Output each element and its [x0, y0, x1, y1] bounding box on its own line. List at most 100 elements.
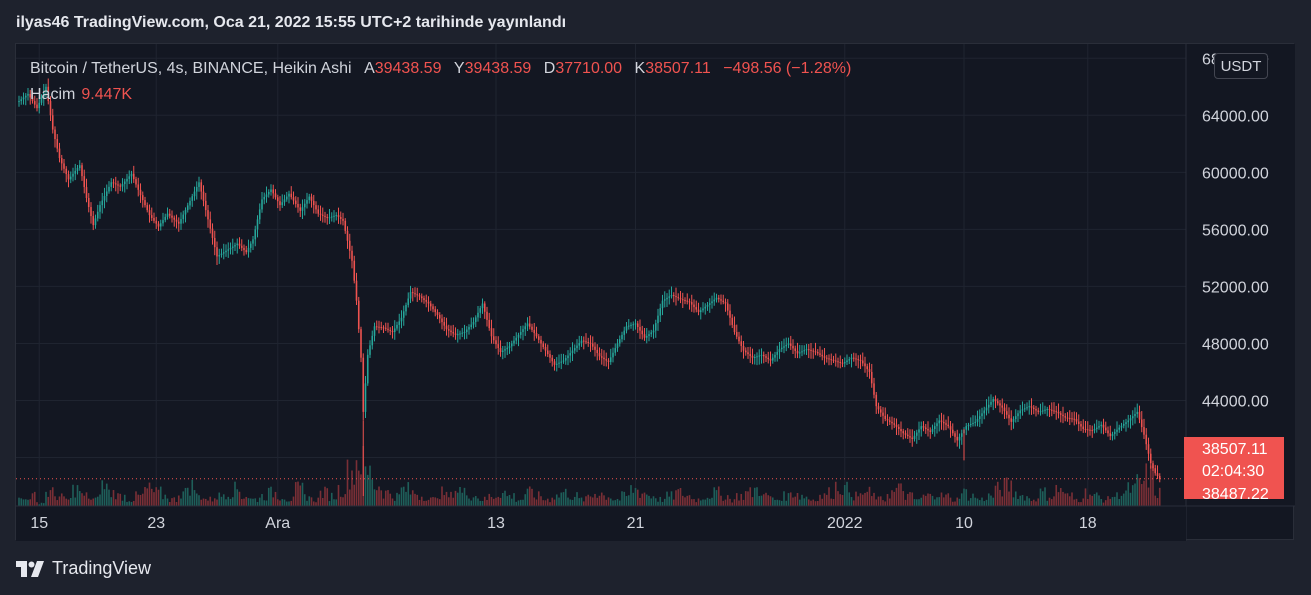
volume-value: 9.447K	[81, 86, 133, 103]
volume-bar	[789, 492, 792, 506]
candle-body	[141, 195, 144, 201]
candle-body	[36, 104, 38, 109]
volume-bar	[657, 501, 659, 506]
candle-body	[58, 148, 61, 159]
candle-body	[978, 416, 981, 420]
candle-body	[580, 340, 583, 344]
volume-bar	[173, 497, 176, 506]
candle-body	[436, 312, 439, 315]
candle-body	[873, 383, 875, 395]
candle-body	[938, 420, 941, 424]
candle-body	[726, 303, 729, 311]
candle-body	[598, 353, 601, 357]
volume-bar	[168, 501, 171, 506]
candle-body	[218, 255, 221, 257]
volume-bar	[452, 497, 455, 506]
volume-bar	[137, 494, 140, 506]
candle-body	[231, 246, 234, 248]
candle-body	[967, 425, 970, 427]
candle-body	[729, 310, 731, 318]
candle-body	[1107, 430, 1109, 434]
candle-body	[904, 433, 907, 435]
candle-body	[758, 355, 761, 357]
volume-bar	[731, 502, 734, 506]
candle-body	[945, 423, 947, 425]
candle-body	[767, 357, 770, 360]
volume-bar	[706, 497, 709, 506]
candle-body	[1019, 410, 1022, 414]
volume-bar	[726, 495, 729, 506]
candle-body	[861, 360, 864, 364]
chart-panel[interactable]: 40000.0044000.0048000.0052000.0056000.00…	[15, 43, 1295, 541]
candle-body	[733, 324, 736, 333]
volume-bar	[580, 497, 583, 506]
volume-bar	[1129, 492, 1132, 506]
candle-body	[351, 250, 353, 261]
candle-body	[573, 348, 576, 351]
volume-bar	[479, 500, 482, 506]
candle-body	[20, 99, 23, 102]
volume-bar	[985, 499, 988, 506]
volume-bar	[551, 497, 554, 506]
volume-bar	[94, 497, 97, 506]
open-label: A	[364, 60, 375, 77]
volume-bar	[144, 487, 146, 506]
volume-bar	[832, 499, 835, 506]
volume-bar	[978, 500, 981, 506]
candle-body	[501, 350, 504, 352]
candle-body	[328, 217, 331, 219]
high-label: Y	[453, 60, 465, 77]
volume-bar	[951, 501, 954, 506]
volume-bar	[987, 493, 990, 506]
volume-bar	[85, 492, 88, 506]
candle-body	[220, 253, 223, 256]
volume-bar	[400, 487, 403, 506]
candle-body	[1095, 427, 1098, 429]
volume-bar	[438, 499, 441, 506]
candle-body	[1017, 413, 1019, 417]
candle-body	[765, 356, 767, 358]
volume-bar	[931, 495, 934, 506]
candle-body	[756, 356, 758, 358]
volume-bar	[283, 499, 286, 506]
volume-bar	[632, 492, 635, 506]
candle-body	[301, 207, 304, 211]
candle-body	[146, 205, 149, 211]
volume-bar	[234, 481, 236, 506]
volume-bar	[830, 498, 833, 506]
candle-body	[679, 298, 682, 300]
volume-bar	[740, 493, 743, 506]
candle-body	[866, 366, 869, 370]
volume-bar	[281, 499, 284, 506]
volume-bar	[121, 500, 124, 506]
candle-body	[22, 97, 25, 100]
volume-bar	[445, 491, 448, 506]
volume-bar	[245, 496, 248, 506]
volume-bar	[675, 490, 677, 506]
volume-bar	[483, 496, 486, 506]
volume-bar	[207, 500, 209, 506]
volume-bar	[303, 494, 306, 506]
candle-body	[821, 354, 824, 357]
candle-body	[558, 362, 560, 364]
currency-button[interactable]: USDT	[1214, 53, 1268, 79]
candle-body	[499, 348, 502, 352]
candle-body	[317, 209, 320, 214]
volume-bar	[897, 483, 900, 506]
candle-body	[564, 358, 567, 361]
volume-bar	[1116, 492, 1118, 506]
candle-body	[929, 430, 932, 432]
candle-body	[312, 200, 315, 206]
candle-body	[789, 343, 792, 346]
candle-body	[216, 247, 218, 257]
candle-body	[906, 434, 909, 437]
volume-bar	[904, 499, 907, 506]
volume-bar	[1055, 484, 1058, 506]
candle-body	[684, 299, 686, 301]
candle-body	[1138, 411, 1141, 420]
price-chart[interactable]: 40000.0044000.0048000.0052000.0056000.00…	[16, 44, 1295, 541]
volume-bar	[1093, 494, 1096, 506]
volume-bar	[936, 497, 938, 506]
candle-body	[958, 436, 961, 441]
candle-body	[159, 223, 162, 227]
